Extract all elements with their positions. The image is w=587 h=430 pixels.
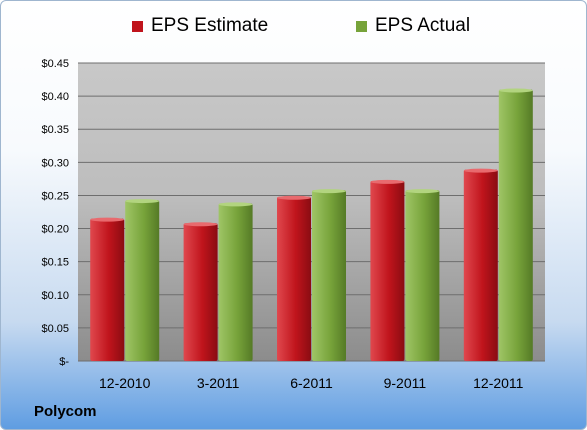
bar-top-highlight (405, 189, 440, 194)
bars (90, 88, 533, 361)
x-axis: 12-2010 3-2011 6-2011 9-2011 12-2011 (99, 375, 524, 391)
legend-swatch-estimate (132, 20, 143, 32)
bar-actual-3-2011 (218, 203, 253, 361)
y-tick-label: $0.05 (41, 323, 69, 335)
x-tick-label: 9-2011 (384, 375, 427, 391)
legend-label-actual: EPS Actual (375, 15, 471, 36)
bar-top-highlight (218, 202, 253, 207)
y-tick-label: $0.25 (41, 190, 69, 202)
bar-top-highlight (463, 168, 498, 173)
x-tick-label: 6-2011 (290, 375, 333, 391)
company-name: Polycom (34, 403, 97, 420)
y-tick-label: $0.45 (41, 58, 69, 70)
legend-item-actual: EPS Actual (356, 15, 470, 37)
bar-estimate-6-2011 (277, 196, 311, 361)
x-tick-label: 12-2010 (99, 375, 151, 391)
bar-estimate-3-2011 (183, 223, 218, 361)
y-axis: $- $0.05 $0.10 $0.15 $0.20 $0.25 $0.30 $0.35 $0.… (41, 58, 69, 368)
x-tick-label: 12-2011 (473, 375, 524, 391)
bar-top-highlight (183, 222, 218, 227)
bar-actual-12-2010 (125, 200, 160, 361)
y-tick-label: $0.15 (41, 257, 69, 269)
legend-swatch-actual (356, 20, 367, 32)
bar-top-highlight (90, 217, 125, 222)
bar-estimate-12-2010 (90, 218, 125, 361)
legend-label-estimate: EPS Estimate (151, 15, 269, 36)
y-tick-label: $0.30 (41, 157, 69, 169)
bar-top-highlight (312, 189, 346, 194)
x-tick-label: 3-2011 (197, 375, 240, 391)
bar-estimate-9-2011 (370, 180, 405, 361)
bar-top-highlight (370, 179, 405, 184)
bar-estimate-12-2011 (463, 169, 498, 361)
bar-actual-12-2011 (498, 89, 533, 361)
y-tick-label: $- (59, 356, 69, 368)
bar-actual-6-2011 (312, 190, 346, 361)
bar-actual-9-2011 (405, 190, 440, 361)
y-tick-label: $0.40 (41, 91, 69, 103)
y-tick-label: $0.35 (41, 124, 69, 136)
bar-top-highlight (498, 88, 533, 93)
y-tick-label: $0.10 (41, 290, 69, 302)
bar-top-highlight (277, 195, 311, 200)
bar-top-highlight (125, 199, 160, 204)
legend-item-estimate: EPS Estimate (132, 15, 268, 37)
y-tick-label: $0.20 (41, 224, 69, 236)
